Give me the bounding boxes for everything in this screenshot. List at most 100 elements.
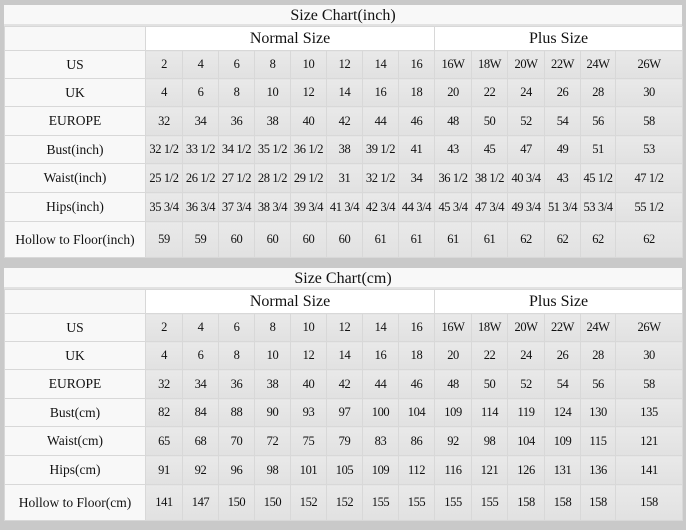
size-cell: 109 <box>362 455 399 485</box>
size-cell: 130 <box>580 398 617 427</box>
size-cell: 47 3/4 <box>471 192 509 222</box>
row-label: Bust(cm) <box>4 398 146 427</box>
size-cell: 46 <box>397 369 436 399</box>
size-cell: 61 <box>434 221 473 258</box>
size-cell: 33 1/2 <box>182 135 219 164</box>
size-cell: 31 <box>326 163 363 193</box>
size-cell: 32 1/2 <box>145 135 183 164</box>
size-cell: 24 <box>507 341 546 370</box>
size-cell: 30 <box>615 78 684 107</box>
size-cell: 62 <box>507 221 546 258</box>
section-header-row: Normal Size Plus Size <box>4 289 684 314</box>
size-cell: 98 <box>471 426 509 456</box>
size-cell: 75 <box>290 426 327 456</box>
size-cell: 14 <box>362 50 399 79</box>
size-cell: 150 <box>254 484 291 521</box>
row-label: UK <box>4 341 146 370</box>
size-cell: 4 <box>145 341 183 370</box>
table-row: Hips(inch) 35 3/4 36 3/4 37 3/4 38 3/4 39 3/4… <box>4 192 684 222</box>
size-cell: 104 <box>397 398 436 427</box>
size-cell: 32 1/2 <box>362 163 399 193</box>
row-label: Bust(inch) <box>4 135 146 164</box>
size-cell: 18W <box>471 313 509 342</box>
size-cell: 105 <box>326 455 363 485</box>
table-row: US 2 4 6 8 10 12 14 16 16W 18W 20W 22W 24W 26W <box>4 313 684 342</box>
size-cell: 26 <box>544 341 582 370</box>
table-row: EUROPE 32 34 36 38 40 42 44 46 48 50 52 54 56 58 <box>4 106 684 136</box>
size-cell: 158 <box>507 484 546 521</box>
size-cell: 24W <box>580 50 617 79</box>
size-cell: 152 <box>290 484 327 521</box>
size-cell: 155 <box>471 484 509 521</box>
size-cell: 32 <box>145 369 183 399</box>
table-row: US 2 4 6 8 10 12 14 16 16W 18W 20W 22W 24W 26W <box>4 50 684 79</box>
size-cell: 38 <box>326 135 363 164</box>
size-cell: 49 3/4 <box>507 192 546 222</box>
corner-cell <box>4 289 146 314</box>
size-cell: 28 <box>580 341 617 370</box>
size-cell: 60 <box>218 221 255 258</box>
size-cell: 45 <box>471 135 509 164</box>
size-cell: 112 <box>397 455 436 485</box>
size-cell: 51 3/4 <box>544 192 582 222</box>
size-cell: 36 <box>218 106 255 136</box>
size-cell: 58 <box>615 106 684 136</box>
size-cell: 155 <box>434 484 473 521</box>
size-cell: 22W <box>544 313 582 342</box>
size-cell: 41 <box>397 135 436 164</box>
size-cell: 43 <box>544 163 582 193</box>
size-cell: 41 3/4 <box>326 192 363 222</box>
size-cell: 72 <box>254 426 291 456</box>
size-cell: 8 <box>254 50 291 79</box>
size-cell: 131 <box>544 455 582 485</box>
size-cell: 35 3/4 <box>145 192 183 222</box>
size-cell: 22 <box>471 341 509 370</box>
table-row: Bust(inch) 32 1/2 33 1/2 34 1/2 35 1/2 36 1/2… <box>4 135 684 164</box>
size-cell: 36 1/2 <box>290 135 327 164</box>
size-cell: 60 <box>254 221 291 258</box>
size-cell: 26W <box>615 50 684 79</box>
size-cell: 14 <box>362 313 399 342</box>
row-label: Hips(cm) <box>4 455 146 485</box>
size-cell: 27 1/2 <box>218 163 255 193</box>
size-cell: 2 <box>145 50 183 79</box>
size-cell: 6 <box>218 313 255 342</box>
size-cell: 10 <box>254 341 291 370</box>
size-cell: 14 <box>326 78 363 107</box>
normal-size-header: Normal Size <box>144 289 436 314</box>
size-cell: 150 <box>218 484 255 521</box>
size-cell: 62 <box>615 221 684 258</box>
size-cell: 115 <box>580 426 617 456</box>
size-cell: 50 <box>471 106 509 136</box>
table-row: Hips(cm) 91 92 96 98 101 105 109 112 116 121 126 131… <box>4 455 684 485</box>
size-cell: 24W <box>580 313 617 342</box>
row-label: Waist(cm) <box>4 426 146 456</box>
size-cell: 46 <box>397 106 436 136</box>
size-cell: 135 <box>615 398 684 427</box>
size-cell: 124 <box>544 398 582 427</box>
size-cell: 92 <box>434 426 473 456</box>
size-cell: 12 <box>326 50 363 79</box>
chart-title: Size Chart(cm) <box>4 268 682 289</box>
size-cell: 40 <box>290 106 327 136</box>
size-cell: 16 <box>397 313 436 342</box>
size-cell: 16 <box>397 50 436 79</box>
size-cell: 18W <box>471 50 509 79</box>
size-cell: 52 <box>507 106 546 136</box>
size-cell: 56 <box>580 106 617 136</box>
size-cell: 36 <box>218 369 255 399</box>
size-cell: 88 <box>218 398 255 427</box>
size-cell: 29 1/2 <box>290 163 327 193</box>
size-cell: 38 3/4 <box>254 192 291 222</box>
size-table: Normal Size Plus Size US 2 4 6 8 10 12 14 16 16W 18W… <box>4 26 684 258</box>
size-cell: 54 <box>544 106 582 136</box>
size-cell: 2 <box>145 313 183 342</box>
size-cell: 12 <box>326 313 363 342</box>
size-cell: 44 <box>362 106 399 136</box>
size-cell: 4 <box>182 50 219 79</box>
size-cell: 4 <box>182 313 219 342</box>
size-cell: 61 <box>397 221 436 258</box>
size-cell: 116 <box>434 455 473 485</box>
size-cell: 61 <box>471 221 509 258</box>
size-cell: 91 <box>145 455 183 485</box>
